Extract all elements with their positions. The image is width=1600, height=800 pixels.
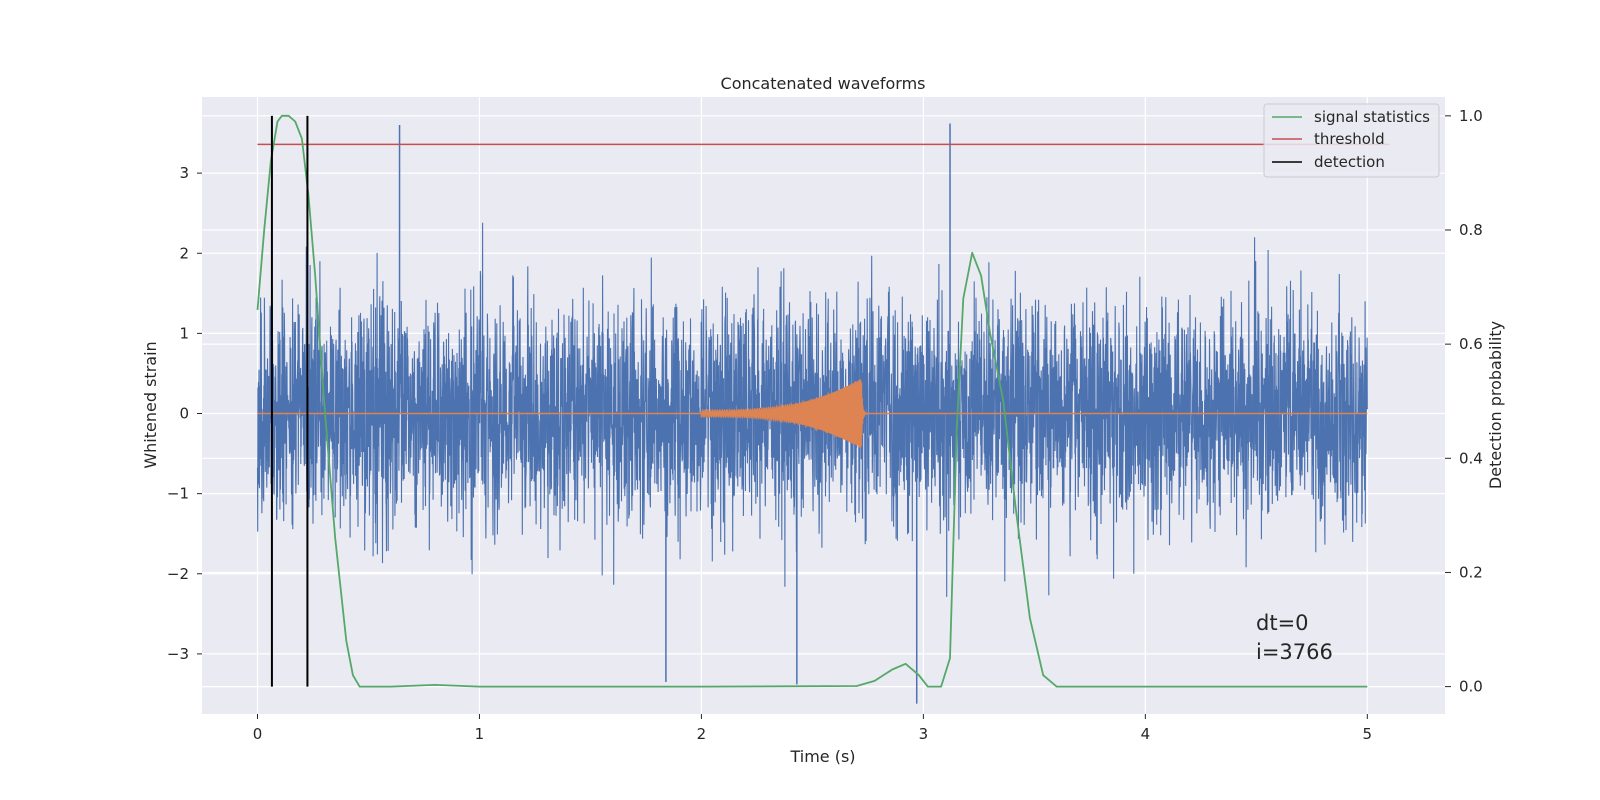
legend-label-detection: detection	[1314, 153, 1385, 171]
y-tick-label: −1	[167, 485, 189, 503]
y2-axis-label: Detection probability	[1486, 321, 1505, 489]
annotation-dt: dt=0	[1256, 611, 1309, 635]
noise-layer	[256, 123, 1368, 704]
y2-tick-label: 0.0	[1459, 678, 1483, 696]
y-tick-label: 0	[179, 405, 189, 423]
x-tick-label: 0	[253, 725, 263, 743]
legend-label-signal-statistics: signal statistics	[1314, 108, 1430, 126]
y-tick-label: 1	[179, 324, 189, 342]
noise-series	[256, 222, 1368, 597]
chart-title: Concatenated waveforms	[721, 74, 926, 93]
y2-tick-label: 1.0	[1459, 107, 1483, 125]
y2-tick-label: 0.4	[1459, 449, 1483, 467]
y2-tick-label: 0.6	[1459, 335, 1483, 353]
legend-box	[1263, 103, 1440, 178]
injected-chirp-series	[257, 379, 1368, 448]
signal-statistics-series	[256, 114, 1368, 688]
x-tick-label: 5	[1363, 725, 1373, 743]
series-layer	[256, 114, 1390, 688]
x-tick-label: 2	[697, 725, 707, 743]
legend-label-threshold: threshold	[1314, 130, 1385, 148]
y2-tick-label: 0.8	[1459, 221, 1483, 239]
y2-tick-label: 0.2	[1459, 563, 1483, 581]
x-axis-label: Time (s)	[789, 747, 855, 766]
y-tick-label: −3	[167, 645, 189, 663]
annotation-i: i=3766	[1256, 640, 1333, 664]
x-tick-label: 4	[1141, 725, 1151, 743]
ticks-layer: 0 1 2 3 4 5 −3 −2 −1 0 1 2 3 0.0 0.2 0.4 0.6 0.8 1.0	[167, 107, 1483, 743]
y-tick-label: 3	[179, 164, 189, 182]
legend: signal statistics threshold detection	[1263, 103, 1440, 178]
x-tick-label: 1	[475, 725, 485, 743]
y-tick-label: −2	[167, 565, 189, 583]
x-tick-label: 3	[919, 725, 929, 743]
y-axis-label: Whitened strain	[141, 341, 160, 468]
y-tick-label: 2	[179, 244, 189, 262]
